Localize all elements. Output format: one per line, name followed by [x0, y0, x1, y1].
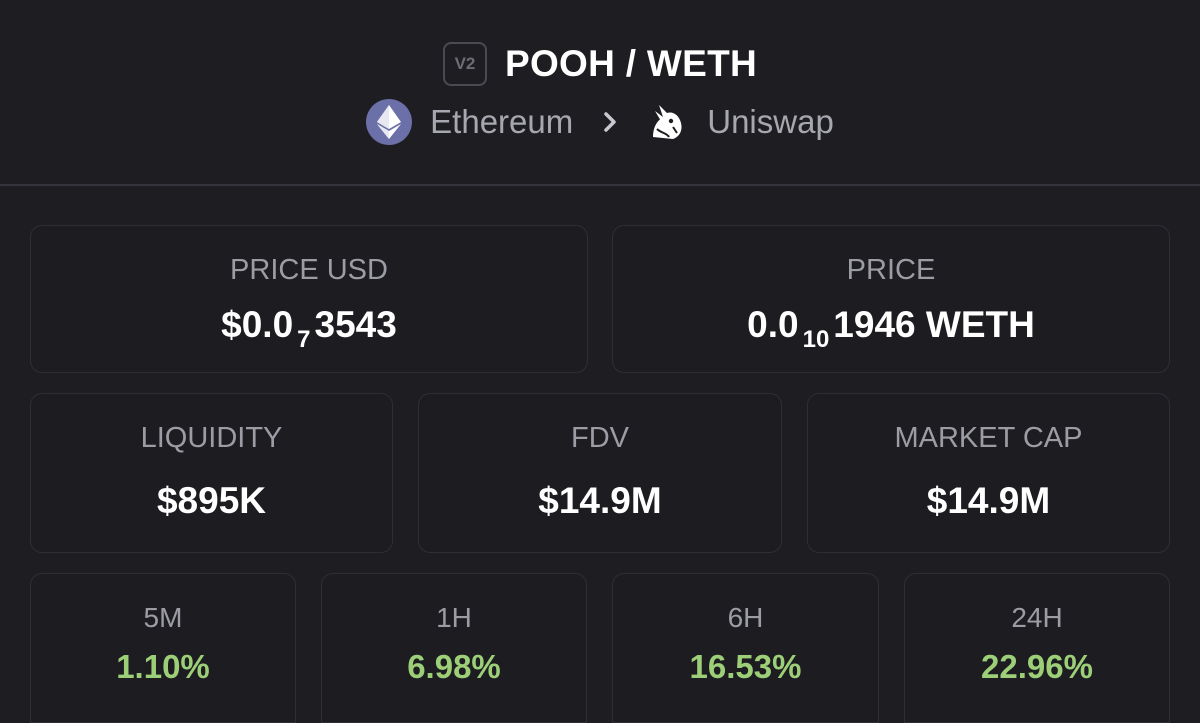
change-24h-label: 24H	[1011, 602, 1063, 633]
fdv-label: FDV	[571, 422, 629, 454]
zero-count: 10	[802, 326, 830, 353]
change-1h-label: 1H	[436, 602, 472, 633]
liquidity-card: LIQUIDITY $895K	[30, 393, 393, 553]
title-row: V2 POOH / WETH	[0, 40, 1200, 88]
price-native-card: PRICE 0.0 10 1946 WETH	[612, 225, 1170, 373]
pair-header: V2 POOH / WETH Ethereum	[0, 0, 1200, 186]
ethereum-icon	[366, 99, 413, 145]
price-usd-value: $0.0 7 3543	[221, 304, 397, 353]
price-usd-card: PRICE USD $0.0 7 3543	[30, 225, 588, 373]
breadcrumb: Ethereum Uniswap	[0, 98, 1200, 146]
change-5m-value: 1.10%	[116, 648, 210, 685]
price-native-label: PRICE	[846, 254, 936, 286]
change-24h-value: 22.96%	[981, 648, 1093, 685]
change-5m-tab[interactable]: 5M 1.10%	[30, 573, 296, 723]
liquidity-label: LIQUIDITY	[140, 422, 283, 454]
uniswap-unicorn-icon	[643, 99, 690, 145]
price-usd-label: PRICE USD	[230, 254, 388, 286]
version-badge: V2	[442, 42, 487, 86]
market-cap-label: MARKET CAP	[894, 422, 1083, 454]
change-24h-tab[interactable]: 24H 22.96%	[904, 573, 1170, 723]
market-cap-value: $14.9M	[926, 480, 1051, 521]
change-6h-label: 6H	[727, 602, 764, 633]
fdv-card: FDV $14.9M	[418, 393, 782, 553]
change-6h-value: 16.53%	[689, 648, 802, 685]
dex-link[interactable]: Uniswap	[707, 103, 834, 140]
change-5m-label: 5M	[143, 602, 183, 633]
chevron-right-icon	[603, 111, 617, 133]
price-native-value: 0.0 10 1946 WETH	[747, 304, 1035, 353]
pair-title: POOH / WETH	[504, 43, 758, 84]
market-cap-card: MARKET CAP $14.9M	[807, 393, 1170, 553]
change-1h-value: 6.98%	[407, 648, 501, 685]
liquidity-value: $895K	[156, 480, 267, 521]
fdv-value: $14.9M	[538, 480, 662, 521]
change-1h-tab[interactable]: 1H 6.98%	[321, 573, 587, 723]
change-6h-tab[interactable]: 6H 16.53%	[612, 573, 879, 723]
zero-count: 7	[297, 326, 311, 353]
chain-link[interactable]: Ethereum	[430, 103, 574, 140]
